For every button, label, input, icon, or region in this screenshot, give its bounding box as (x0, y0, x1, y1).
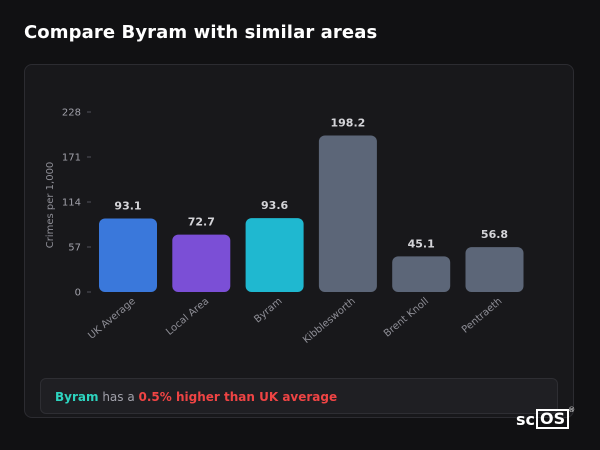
chart-card: Crimes per 1,000 0 57 114 171 228 93.1 72.7 93… (24, 64, 574, 418)
bar-value-label: 93.6 (261, 199, 288, 212)
y-tick-label: 114 (62, 198, 81, 209)
comparison-summary: Byram has a 0.5% higher than UK average (40, 378, 558, 414)
value-labels: 93.1 72.7 93.6 198.2 45.1 56.8 (114, 117, 508, 251)
y-tick-label: 171 (62, 153, 81, 164)
bar[interactable] (99, 218, 157, 293)
summary-difference: 0.5% higher than UK average (138, 390, 338, 404)
bar[interactable] (172, 234, 231, 292)
bar-value-label: 45.1 (408, 237, 435, 250)
y-axis-title: Crimes per 1,000 (45, 162, 56, 249)
bar[interactable] (465, 247, 524, 292)
bar-value-label: 72.7 (188, 216, 215, 229)
y-tick-label: 0 (75, 288, 81, 299)
bar-value-label: 198.2 (331, 117, 366, 130)
summary-area-name: Byram (55, 390, 99, 404)
bars (99, 135, 524, 293)
y-tick-label: 57 (68, 243, 81, 254)
bar-value-label: 56.8 (481, 228, 508, 241)
page-title: Compare Byram with similar areas (24, 22, 378, 43)
bar[interactable] (318, 135, 377, 292)
bar[interactable] (392, 256, 451, 292)
bar-value-label: 93.1 (114, 200, 141, 213)
y-tick-label: 228 (62, 108, 81, 119)
x-category-label: Brent Knoll (382, 296, 431, 340)
category-labels: UK Average Local Area Byram Kibblesworth Bre… (86, 296, 504, 346)
logo-registered-mark: ® (568, 406, 576, 414)
x-category-label: Kibblesworth (301, 296, 358, 346)
y-axis: 0 57 114 171 228 (62, 108, 91, 299)
bar[interactable] (245, 218, 304, 292)
x-category-label: Pentraeth (460, 296, 504, 336)
x-category-label: UK Average (86, 296, 138, 342)
summary-connector-text: has a (98, 390, 139, 404)
x-category-label: Byram (252, 296, 284, 325)
scos-logo: sc OS ® (516, 406, 575, 430)
logo-prefix: sc (516, 409, 536, 429)
logo-boxed-text: OS (536, 409, 570, 429)
x-category-label: Local Area (164, 296, 211, 338)
